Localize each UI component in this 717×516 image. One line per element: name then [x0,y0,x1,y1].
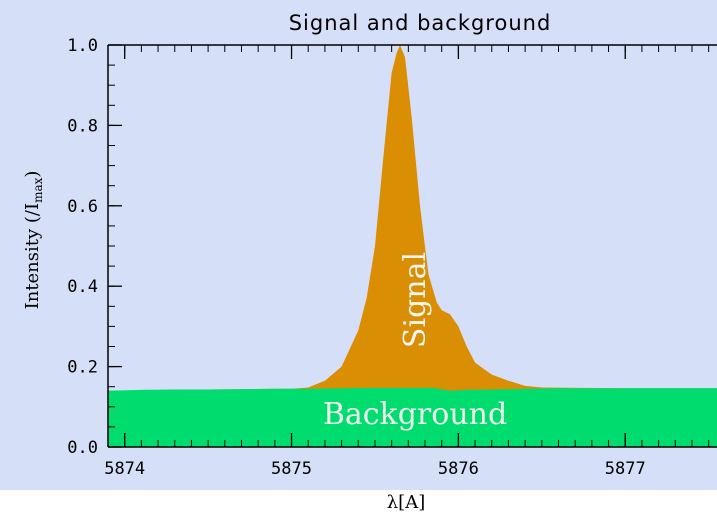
series-area-signal [108,45,717,447]
y-tick-label: 0.0 [67,438,98,458]
region-label-signal: Signal [398,252,433,348]
x-tick-label: 5877 [605,459,646,479]
y-axis-label: Intensity (/Imax) [22,171,45,310]
x-tick-label: 5874 [104,459,145,479]
y-axis-label-main: Intensity (/I [22,203,43,310]
y-tick-label: 0.8 [67,116,98,136]
y-tick-label: 0.2 [67,358,98,378]
y-tick-label: 1.0 [67,36,98,56]
series-area-background [108,387,717,447]
x-tick-label: 5875 [271,459,312,479]
chart-marks [108,45,717,447]
chart-axes: 0.0 0.2 0.4 0.6 0.8 1.0 5874 5875 5876 5877 [67,36,717,479]
region-label-background: Background [323,397,507,432]
y-tick-label: 0.6 [67,197,98,217]
x-axis-label: λ[A] [387,492,425,513]
svg-text:Intensity (/Imax): Intensity (/Imax) [22,171,45,310]
chart-title: Signal and background [289,11,552,35]
x-tick-label: 5876 [438,459,479,479]
y-axis-label-subscript: max [31,177,45,203]
y-axis-label-close: ) [22,171,43,178]
y-tick-label: 0.4 [67,277,98,297]
